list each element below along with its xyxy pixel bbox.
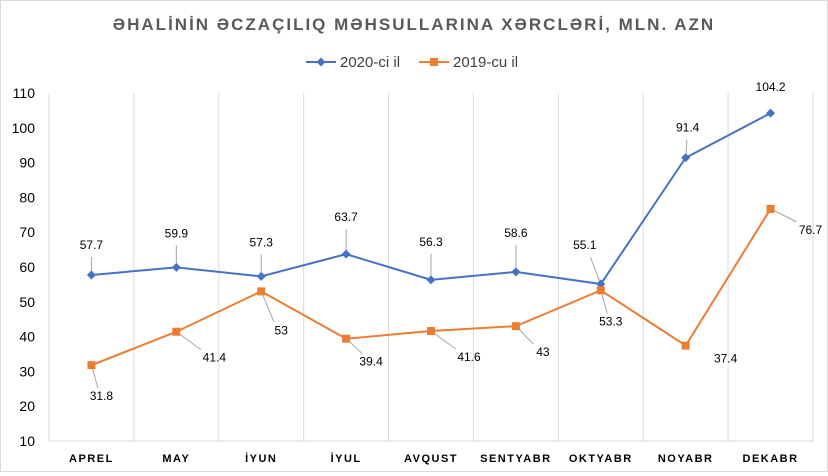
- data-point: [426, 275, 436, 285]
- leader-line: [260, 291, 275, 323]
- data-label: 37.4: [714, 352, 738, 366]
- leader-line: [430, 330, 456, 350]
- leader-line: [770, 208, 797, 223]
- data-point: [171, 262, 181, 272]
- data-point: [342, 334, 351, 343]
- data-point: [766, 204, 775, 213]
- y-tick-label: 70: [19, 224, 35, 240]
- data-label: 91.4: [676, 121, 700, 135]
- grid: [48, 93, 814, 442]
- y-tick-label: 20: [19, 398, 35, 414]
- chart-title: ƏHALİNİN ƏCZAÇILIQ MƏHSULLARINA XƏRCLƏRİ…: [113, 15, 715, 34]
- data-label: 76.7: [799, 223, 823, 237]
- legend-label-0: 2020-ci il: [340, 54, 400, 71]
- data-point: [511, 322, 520, 331]
- data-label: 57.7: [80, 238, 104, 252]
- data-point: [86, 270, 96, 280]
- x-tick-label: DEKABR: [743, 453, 799, 465]
- data-point: [681, 341, 690, 350]
- y-tick-label: 110: [13, 85, 36, 101]
- data-point: [596, 279, 606, 289]
- data-point: [766, 108, 776, 118]
- y-tick-label: 90: [19, 155, 35, 171]
- series-group: [86, 108, 776, 370]
- data-label: 53: [275, 323, 289, 337]
- x-tick-label: SENTYABR: [480, 453, 552, 465]
- x-tick-label: OKTYABR: [569, 453, 633, 465]
- y-tick-label: 100: [12, 120, 36, 136]
- data-labels: 57.7 59.9 57.3 63.7 56.3 58.6 55.1 91.4 104.2 31.…: [80, 80, 823, 403]
- data-label: 41.6: [457, 350, 481, 364]
- data-label: 57.3: [250, 235, 274, 249]
- data-point: [87, 361, 96, 370]
- label-leader-lines: [90, 139, 797, 389]
- x-tick-label: MAY: [162, 453, 190, 465]
- x-tick-label: APREL: [69, 453, 114, 465]
- data-point: [596, 286, 605, 295]
- legend: 2020-ci il 2019-cu il: [306, 54, 518, 71]
- data-label: 41.4: [203, 351, 227, 365]
- data-label: 43: [536, 345, 550, 359]
- x-tick-label: NOYABR: [658, 453, 714, 465]
- y-axis: 10 20 30 40 50 60 70 80 90 100 110: [12, 85, 36, 449]
- data-label: 59.9: [165, 226, 189, 240]
- series-line-1: [91, 208, 772, 367]
- y-tick-label: 40: [19, 329, 35, 345]
- legend-marker-0: [316, 57, 326, 67]
- data-point: [257, 287, 266, 296]
- data-point: [341, 249, 351, 259]
- data-label: 63.7: [334, 210, 358, 224]
- data-point: [172, 327, 181, 336]
- data-label: 53.3: [599, 314, 623, 328]
- data-label: 55.1: [573, 238, 597, 252]
- leader-line: [589, 256, 602, 285]
- y-tick-label: 60: [19, 259, 35, 275]
- data-label: 31.8: [90, 389, 114, 403]
- y-tick-label: 80: [19, 189, 35, 205]
- y-tick-label: 50: [19, 294, 35, 310]
- y-tick-label: 10: [19, 433, 35, 449]
- leader-line: [176, 331, 202, 351]
- data-label: 56.3: [419, 235, 443, 249]
- data-label: 104.2: [756, 80, 786, 94]
- data-point: [681, 153, 691, 163]
- data-point: [256, 271, 266, 281]
- data-point: [511, 267, 521, 277]
- legend-label-1: 2019-cu il: [453, 54, 518, 71]
- data-label: 39.4: [359, 355, 383, 369]
- data-point: [427, 327, 435, 336]
- y-tick-label: 30: [19, 363, 35, 379]
- x-tick-label: İYUL: [331, 452, 362, 465]
- x-axis: APREL MAY İYUN İYUL AVQUST SENTYABR OKTYABR NOY…: [69, 452, 799, 465]
- x-tick-label: AVQUST: [404, 453, 458, 465]
- legend-marker-1: [430, 58, 438, 66]
- x-tick-label: İYUN: [245, 452, 277, 465]
- data-label: 58.6: [504, 226, 528, 240]
